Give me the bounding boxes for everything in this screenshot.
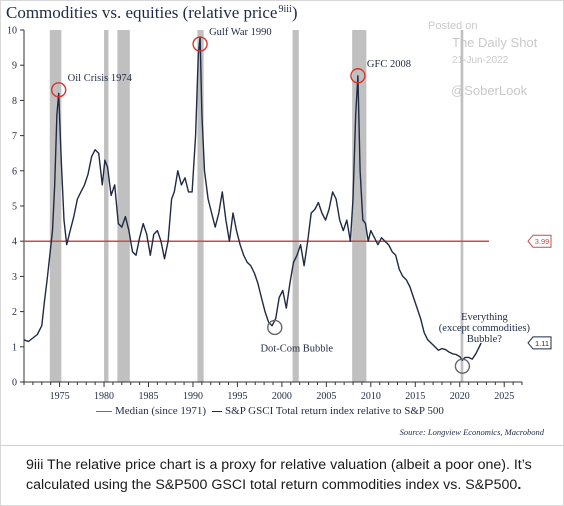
annotation-circle-3 <box>267 319 283 336</box>
y-tick-label-3: 3 <box>12 272 17 283</box>
y-tick-label-4: 4 <box>12 237 17 248</box>
annotation-label-3-0: Dot-Com Bubble <box>260 343 333 354</box>
y-tick-label-5: 5 <box>12 202 17 213</box>
annotation-label-4-1: (except commodities) <box>439 323 531 334</box>
chart-source: Source: Longview Economics, Macrobond <box>399 427 544 437</box>
x-tick-label-2010: 2010 <box>361 391 381 400</box>
legend-swatch-series <box>212 410 223 412</box>
recession-band-3 <box>197 30 204 382</box>
recession-band-4 <box>292 30 299 382</box>
chart-axes: 0 1 2 3 4 5 6 7 8 9 10 1975 1980 1985 1990 1995 2000 2005… <box>7 26 523 400</box>
last-value-tag-label: 1.11 <box>535 339 549 348</box>
annotation-label-1-0: Gulf War 1990 <box>209 27 272 38</box>
annotation-label-4-2: Bubble? <box>467 334 502 345</box>
x-tick-label-2005: 2005 <box>316 391 336 400</box>
y-tick-label-7: 7 <box>12 131 17 142</box>
annotation-circle-2 <box>350 68 366 84</box>
median-value-tag-label: 3.99 <box>535 237 550 246</box>
annotation-circle-1 <box>192 36 208 52</box>
chart-legend: Median (since 1971) S&P GSCI Total retur… <box>96 405 450 417</box>
annotations-group: Oil Crisis 1974 Gulf War 1990 GFC 2008 Dot-… <box>50 27 531 374</box>
footnote-end: . <box>517 477 522 493</box>
x-tick-label-1975: 1975 <box>50 391 70 400</box>
footnote-text: 9iii The relative price chart is a proxy… <box>26 457 532 493</box>
legend-swatch-median <box>96 410 112 412</box>
y-tick-label-10: 10 <box>7 26 17 37</box>
divider <box>0 445 564 446</box>
y-tick-label-8: 8 <box>12 96 17 107</box>
watermark-date: 21-Jun-2022 <box>452 55 509 66</box>
legend-item-series: S&P GSCI Total return index relative to … <box>212 405 444 417</box>
median-value-tag-box <box>527 234 552 248</box>
legend-label-series: S&P GSCI Total return index relative to … <box>225 405 444 417</box>
annotation-label-4-0: Everything <box>461 312 508 323</box>
legend-item-median: Median (since 1971) <box>96 405 206 417</box>
value-tags-group: 3.99 1.11 <box>527 234 552 350</box>
y-tick-label-0: 0 <box>12 378 17 389</box>
recession-band-0 <box>49 30 62 382</box>
x-tick-label-1980: 1980 <box>94 391 114 400</box>
y-tick-label-1: 1 <box>12 342 17 353</box>
series-line-0 <box>23 36 482 361</box>
recession-band-2 <box>117 30 130 382</box>
x-tick-label-1985: 1985 <box>139 391 159 400</box>
chart-title-main: Commodities vs. equities (relative price <box>6 3 278 22</box>
x-tick-label-1990: 1990 <box>183 391 203 400</box>
footnote: 9iii The relative price chart is a proxy… <box>26 455 546 495</box>
recession-bands <box>49 30 464 382</box>
watermark-handle: @SoberLook <box>451 83 528 98</box>
annotation-circle-0 <box>50 82 67 98</box>
watermark-posted: Posted on <box>428 20 478 32</box>
last-value-tag-box <box>527 336 552 350</box>
x-tick-label-1995: 1995 <box>227 391 247 400</box>
chart-canvas: 0 1 2 3 4 5 6 7 8 9 10 1975 1980 1985 1990 1995 2000 2005… <box>7 26 552 400</box>
y-tick-label-9: 9 <box>12 61 17 72</box>
recession-band-1 <box>104 30 109 382</box>
y-tick-label-6: 6 <box>12 166 17 177</box>
x-tick-label-2015: 2015 <box>405 391 425 400</box>
x-tick-label-2025: 2025 <box>494 391 514 400</box>
legend-label-median: Median (since 1971) <box>115 405 207 417</box>
watermark-brand: The Daily Shot <box>452 35 538 50</box>
x-tick-label-2000: 2000 <box>272 391 292 400</box>
chart-title-close: ) <box>291 3 298 22</box>
chart-title-superscript: 9iii <box>278 4 292 15</box>
chart-title: Commodities vs. equities (relative price… <box>6 3 297 23</box>
recession-band-6 <box>460 30 464 382</box>
annotation-label-0-0: Oil Crisis 1974 <box>68 73 133 84</box>
y-tick-label-2: 2 <box>12 307 17 318</box>
annotation-label-2-0: GFC 2008 <box>367 59 411 70</box>
x-tick-label-2020: 2020 <box>450 391 470 400</box>
annotation-circle-4 <box>454 358 471 374</box>
series-group <box>23 36 482 361</box>
